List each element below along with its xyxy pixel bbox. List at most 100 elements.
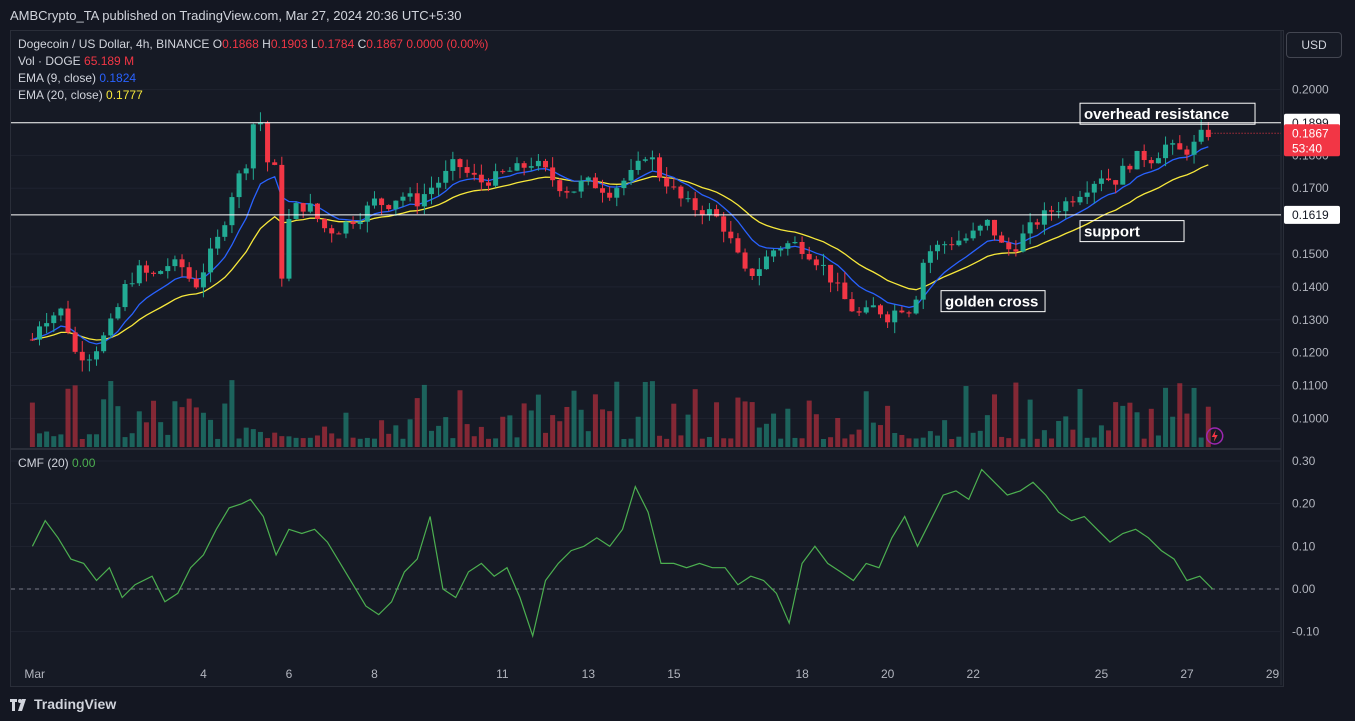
candle-body <box>892 310 898 323</box>
volume-bar <box>664 438 670 447</box>
candle-body <box>101 335 107 352</box>
candle-body <box>165 266 171 272</box>
candle-body <box>899 310 905 313</box>
candle-body <box>115 307 121 319</box>
candle-body <box>543 160 549 168</box>
candle-body <box>1148 160 1154 164</box>
candle-body <box>1141 150 1147 161</box>
volume-bar <box>970 432 976 447</box>
volume-bar <box>436 425 442 447</box>
candle-body <box>514 163 520 171</box>
legend-ema9-label[interactable]: EMA (9, close) <box>18 71 97 85</box>
volume-bar <box>193 407 199 447</box>
chart-pane[interactable] <box>10 30 1284 687</box>
volume-bar <box>920 437 926 447</box>
legend-ema20-value: 0.1777 <box>106 88 143 102</box>
volume-bar <box>65 388 71 447</box>
candle-body <box>1170 143 1176 145</box>
volume-bar <box>257 431 263 447</box>
price-tick-label: 0.1200 <box>1292 346 1329 360</box>
annotation-box <box>1079 220 1185 243</box>
volume-bar <box>585 431 591 447</box>
volume-bar <box>1148 408 1154 447</box>
candle-body <box>877 305 883 315</box>
candle-body <box>999 235 1005 243</box>
volume-bar <box>1106 430 1112 447</box>
candle-body <box>79 351 85 361</box>
candle-body <box>835 282 841 284</box>
candle-body <box>642 159 648 161</box>
x-tick-label: Mar <box>24 667 45 681</box>
volume-bar <box>1141 438 1147 447</box>
volume-bar <box>514 437 520 447</box>
volume-bar <box>1070 429 1076 447</box>
volume-bar <box>1198 437 1204 447</box>
volume-bar <box>528 410 534 447</box>
volume-bar <box>856 429 862 447</box>
volume-bar <box>151 400 157 447</box>
volume-bar <box>236 438 242 447</box>
x-tick-label: 18 <box>795 667 809 681</box>
legend-high: H0.1903 <box>262 37 308 51</box>
volume-bar <box>671 403 677 447</box>
volume-bar <box>692 389 698 447</box>
volume-bar <box>635 416 641 447</box>
volume-bar <box>621 438 627 447</box>
volume-bar <box>136 411 142 447</box>
volume-bar <box>649 381 655 447</box>
x-tick-label: 6 <box>286 667 293 681</box>
candle-body <box>756 269 762 276</box>
volume-bar <box>835 418 841 447</box>
volume-bar <box>265 438 271 447</box>
level-price-value: 0.1619 <box>1292 208 1329 222</box>
tradingview-brand[interactable]: TradingView <box>10 696 116 712</box>
volume-bar <box>628 438 634 447</box>
volume-bar <box>778 438 784 447</box>
candle-body <box>984 219 990 226</box>
volume-bar <box>1013 382 1019 447</box>
volume-bar <box>272 432 278 447</box>
candle-body <box>585 177 591 181</box>
candle-body <box>671 186 677 188</box>
candle-body <box>250 124 256 169</box>
cmf-label[interactable]: CMF (20) <box>18 456 69 470</box>
volume-bar <box>322 426 328 447</box>
volume-bar <box>885 405 891 447</box>
candle-body <box>407 193 413 197</box>
brand-name: TradingView <box>34 696 117 712</box>
legend-ohlc-row: Dogecoin / US Dollar, 4h, BINANCE O0.186… <box>18 36 488 53</box>
volume-bar <box>721 438 727 447</box>
legend-volume-label[interactable]: Vol · DOGE <box>18 54 81 68</box>
candle-body <box>72 332 78 352</box>
candle-body <box>571 191 577 193</box>
candle-body <box>58 308 64 316</box>
volume-bar <box>1049 438 1055 447</box>
candle-body <box>371 198 377 206</box>
volume-bar <box>350 437 356 447</box>
candle-body <box>393 200 399 210</box>
legend-ema20-label[interactable]: EMA (20, close) <box>18 88 103 102</box>
tradingview-logo-icon <box>10 698 28 711</box>
candle-body <box>813 259 819 266</box>
volume-bar <box>906 438 912 447</box>
volume-bar <box>1098 425 1104 447</box>
candle-body <box>507 170 513 172</box>
candle-body <box>314 203 320 219</box>
candle-body <box>828 264 834 283</box>
annotation-label: support <box>1084 224 1140 241</box>
candle-body <box>428 187 434 195</box>
cmf-tick-label: 0.00 <box>1292 582 1316 596</box>
candle-body <box>842 282 848 300</box>
candle-body <box>265 122 271 163</box>
volume-bar <box>927 431 933 447</box>
cmf-value: 0.00 <box>72 456 96 470</box>
candle-body <box>763 256 769 270</box>
volume-bar <box>678 435 684 447</box>
legend-symbol[interactable]: Dogecoin / US Dollar, 4h, BINANCE <box>18 37 210 51</box>
volume-bar <box>421 384 427 447</box>
currency-button[interactable]: USD <box>1286 32 1342 58</box>
candle-body <box>257 122 263 125</box>
volume-bar <box>393 425 399 447</box>
volume-bar <box>535 394 541 447</box>
